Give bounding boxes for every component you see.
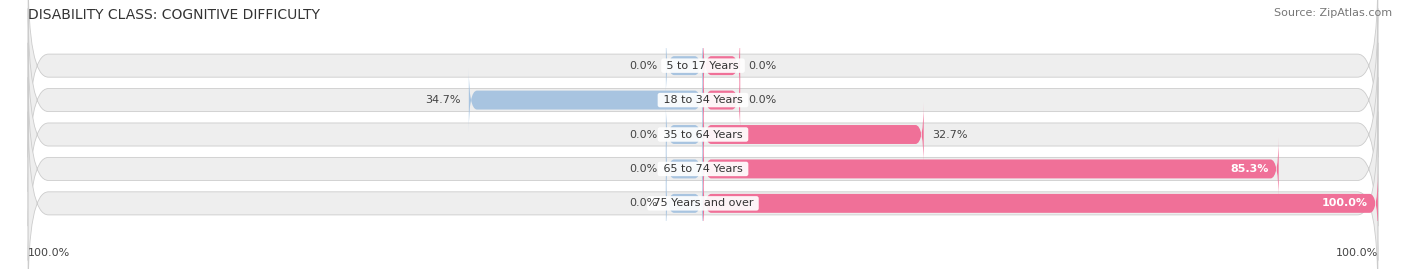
- FancyBboxPatch shape: [666, 137, 703, 201]
- FancyBboxPatch shape: [703, 172, 1378, 235]
- FancyBboxPatch shape: [703, 34, 740, 97]
- Text: 0.0%: 0.0%: [630, 61, 658, 71]
- Text: 0.0%: 0.0%: [630, 164, 658, 174]
- Text: 100.0%: 100.0%: [28, 248, 70, 258]
- FancyBboxPatch shape: [28, 112, 1378, 269]
- Text: 100.0%: 100.0%: [1336, 248, 1378, 258]
- FancyBboxPatch shape: [666, 103, 703, 166]
- FancyBboxPatch shape: [703, 137, 1278, 201]
- Text: 32.7%: 32.7%: [932, 129, 967, 140]
- FancyBboxPatch shape: [666, 172, 703, 235]
- FancyBboxPatch shape: [28, 43, 1378, 226]
- FancyBboxPatch shape: [468, 68, 703, 132]
- Text: 85.3%: 85.3%: [1230, 164, 1268, 174]
- Text: 100.0%: 100.0%: [1322, 198, 1368, 208]
- FancyBboxPatch shape: [703, 68, 740, 132]
- Text: 65 to 74 Years: 65 to 74 Years: [659, 164, 747, 174]
- Text: 75 Years and over: 75 Years and over: [650, 198, 756, 208]
- FancyBboxPatch shape: [666, 34, 703, 97]
- Text: 5 to 17 Years: 5 to 17 Years: [664, 61, 742, 71]
- Text: DISABILITY CLASS: COGNITIVE DIFFICULTY: DISABILITY CLASS: COGNITIVE DIFFICULTY: [28, 8, 321, 22]
- FancyBboxPatch shape: [28, 77, 1378, 261]
- Text: 0.0%: 0.0%: [630, 198, 658, 208]
- Text: 0.0%: 0.0%: [748, 61, 776, 71]
- Text: 0.0%: 0.0%: [748, 95, 776, 105]
- FancyBboxPatch shape: [703, 103, 924, 166]
- FancyBboxPatch shape: [28, 0, 1378, 157]
- Text: 35 to 64 Years: 35 to 64 Years: [659, 129, 747, 140]
- Text: 0.0%: 0.0%: [630, 129, 658, 140]
- FancyBboxPatch shape: [28, 8, 1378, 192]
- Text: 34.7%: 34.7%: [425, 95, 461, 105]
- Text: 18 to 34 Years: 18 to 34 Years: [659, 95, 747, 105]
- Text: Source: ZipAtlas.com: Source: ZipAtlas.com: [1274, 8, 1392, 18]
